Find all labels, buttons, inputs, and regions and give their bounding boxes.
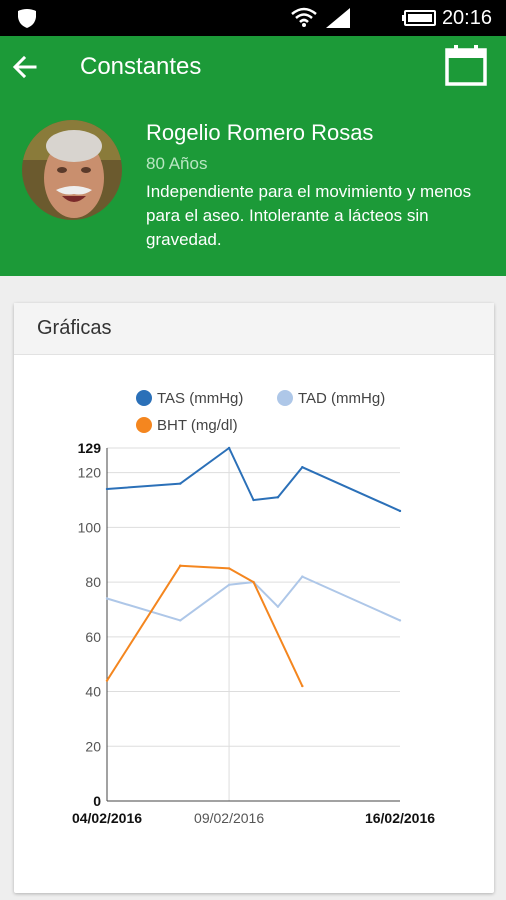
- data-point: [398, 509, 402, 513]
- calendar-icon[interactable]: [444, 44, 488, 88]
- x-tick-label: 09/02/2016: [194, 810, 264, 826]
- status-bar: 20:16: [0, 0, 506, 36]
- series-line: [106, 447, 401, 512]
- data-point: [179, 564, 182, 567]
- data-point: [276, 605, 280, 608]
- card-header: Gráficas: [14, 303, 494, 355]
- back-arrow-icon[interactable]: [10, 52, 40, 82]
- data-point: [227, 567, 231, 570]
- y-tick-label: 129: [78, 440, 102, 456]
- legend-marker: [136, 390, 152, 406]
- y-tick-label: 40: [85, 684, 101, 700]
- series-line: [106, 564, 304, 687]
- wifi-signal-icon: [291, 7, 350, 28]
- app-bar: Constantes Rogelio Romero Rosas 80 Años …: [0, 36, 506, 276]
- card-title: Gráficas: [37, 317, 112, 339]
- data-point: [105, 597, 109, 600]
- vital-signs-chart: 0 20 40 60 80 100 120 129 04/02/2016 09/02/2016 16…: [72, 390, 435, 826]
- data-point: [105, 487, 109, 491]
- data-point: [227, 446, 231, 450]
- patient-age: 80 Años: [146, 154, 208, 173]
- charts-card: Gráficas 0 20 40 60 80 100 120 129 04/02/2016 09/…: [14, 303, 494, 893]
- page-title: Constantes: [80, 53, 202, 80]
- battery-icon: [402, 10, 436, 26]
- data-point: [179, 482, 182, 485]
- legend-label: BHT (mg/dl): [157, 417, 238, 434]
- y-tick-label: 80: [85, 574, 101, 590]
- shield-icon: [18, 9, 36, 28]
- patient-notes: Independiente para el movimiento y menos…: [146, 182, 472, 249]
- data-point: [301, 465, 304, 469]
- avatar: [22, 120, 122, 220]
- y-tick-label: 0: [93, 793, 101, 809]
- data-point: [276, 496, 280, 499]
- data-point: [179, 619, 182, 622]
- data-point: [252, 498, 255, 502]
- y-tick-label: 100: [78, 519, 102, 535]
- legend-marker: [136, 417, 152, 433]
- data-point: [252, 580, 255, 584]
- legend-label: TAS (mmHg): [157, 390, 243, 407]
- data-point: [105, 679, 109, 682]
- legend-label: TAD (mmHg): [298, 390, 385, 407]
- data-point: [227, 583, 231, 587]
- status-time: 20:16: [441, 7, 492, 29]
- y-tick-label: 60: [85, 629, 101, 645]
- x-tick-label: 16/02/2016: [365, 810, 435, 826]
- data-point: [301, 684, 304, 688]
- patient-name: Rogelio Romero Rosas: [146, 120, 374, 145]
- x-tick-label: 04/02/2016: [72, 810, 142, 826]
- data-point: [398, 619, 402, 622]
- legend-marker: [277, 390, 293, 406]
- data-point: [301, 575, 304, 578]
- y-tick-label: 20: [85, 738, 101, 754]
- y-tick-label: 120: [78, 465, 102, 481]
